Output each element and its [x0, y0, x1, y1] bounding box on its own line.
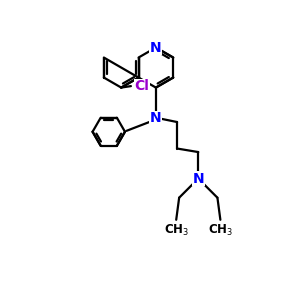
Text: N: N [193, 172, 204, 186]
Text: Cl: Cl [134, 79, 149, 93]
Text: N: N [150, 112, 162, 125]
Text: CH$_3$: CH$_3$ [164, 223, 189, 238]
Text: CH$_3$: CH$_3$ [208, 223, 233, 238]
Text: N: N [150, 40, 162, 55]
